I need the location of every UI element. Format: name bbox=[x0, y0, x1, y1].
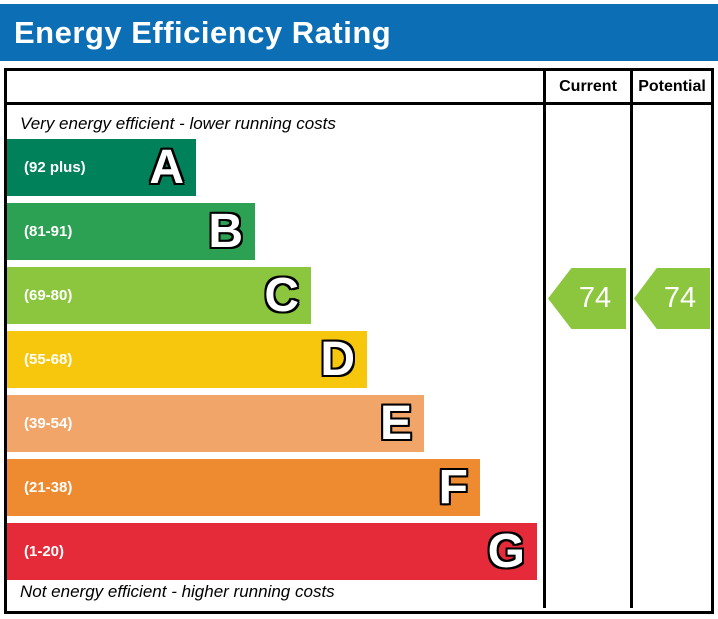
band-range-label: (81-91) bbox=[24, 223, 73, 240]
band-e: (39-54) E bbox=[7, 395, 424, 452]
band-letter: C bbox=[264, 269, 299, 322]
band-range-label: (21-38) bbox=[24, 479, 73, 496]
band-f: (21-38) F bbox=[7, 459, 480, 516]
caption-bottom: Not energy efficient - higher running co… bbox=[20, 582, 335, 601]
title-bar: Energy Efficiency Rating bbox=[0, 4, 718, 61]
current-rating-arrow: 74 bbox=[548, 268, 626, 329]
potential-rating-value: 74 bbox=[663, 282, 697, 314]
band-b: (81-91) B bbox=[7, 203, 255, 260]
band-letter: B bbox=[208, 205, 243, 258]
band-a: (92 plus) A bbox=[7, 139, 196, 196]
potential-rating-arrow: 74 bbox=[634, 268, 710, 329]
band-g: (1-20) G bbox=[7, 523, 537, 580]
band-range-label: (1-20) bbox=[24, 543, 65, 560]
caption-top: Very energy efficient - lower running co… bbox=[20, 114, 336, 133]
column-header-current: Current bbox=[543, 71, 630, 102]
band-letter: D bbox=[320, 333, 355, 386]
band-range-label: (55-68) bbox=[24, 351, 73, 368]
potential-column: 74 bbox=[630, 105, 711, 608]
page-title: Energy Efficiency Rating bbox=[14, 14, 392, 50]
column-header-potential: Potential bbox=[630, 71, 711, 102]
band-letter: A bbox=[149, 141, 184, 194]
header-spacer bbox=[7, 71, 543, 102]
band-letter: E bbox=[379, 397, 412, 450]
band-c: (69-80) C bbox=[7, 267, 311, 324]
chart-body: Very energy efficient - lower running co… bbox=[7, 105, 711, 608]
band-range-label: (69-80) bbox=[24, 287, 73, 304]
band-range-label: (39-54) bbox=[24, 415, 73, 432]
band-range-label: (92 plus) bbox=[24, 159, 86, 176]
current-column: 74 bbox=[543, 105, 630, 608]
band-d: (55-68) D bbox=[7, 331, 367, 388]
energy-rating-chart: Current Potential Very energy efficient … bbox=[4, 68, 714, 614]
bands-column: Very energy efficient - lower running co… bbox=[7, 105, 543, 608]
current-rating-value: 74 bbox=[578, 282, 612, 314]
band-letter: G bbox=[487, 525, 525, 578]
chart-header-row: Current Potential bbox=[7, 71, 711, 105]
band-letter: F bbox=[438, 461, 468, 514]
